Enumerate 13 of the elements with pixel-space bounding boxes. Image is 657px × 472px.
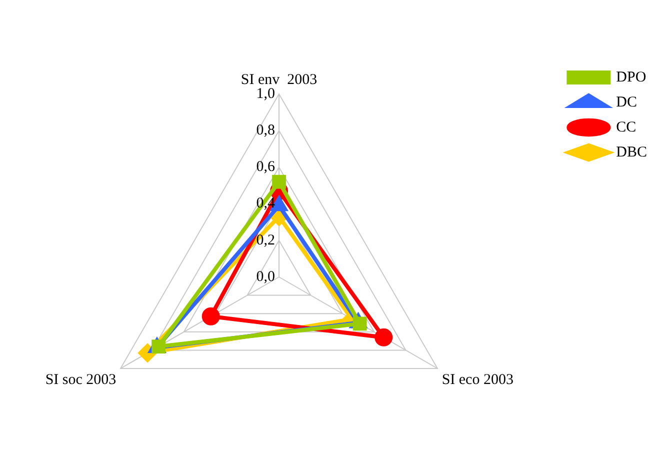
y-tick-label: 0,4 [256,196,276,212]
y-tick-label: 0,0 [256,268,275,285]
spoke-label: SI eco 2003 [442,372,514,388]
legend-label: DPO [616,69,646,86]
spoke-label: SI env 2003 [240,72,318,88]
spoke-label: SI soc 2003 [45,372,116,388]
y-tick-label: 0,2 [256,232,275,248]
y-tick-label: 0,6 [256,159,276,176]
legend-label: DBC [616,144,647,160]
y-tick-label: 0,8 [256,122,275,139]
legend-label: DC [616,94,637,110]
legend-label: CC [616,119,636,136]
y-tick-label: 1,0 [256,86,275,102]
